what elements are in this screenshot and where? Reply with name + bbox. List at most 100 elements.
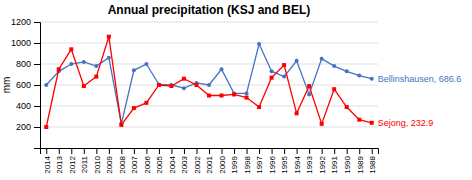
plot-area: 200 400 600 800 1000 1200 20142013 20122011 2010… xyxy=(11,17,461,173)
point xyxy=(82,84,86,88)
x-tick-mark xyxy=(222,148,223,154)
y-axis: 200 400 600 800 1000 1200 xyxy=(11,17,41,148)
x-tick-label: 2006 xyxy=(143,155,152,173)
x-tick-label: 2000 xyxy=(218,155,227,173)
grid-line xyxy=(40,127,378,128)
y-tick: 800 xyxy=(16,59,40,69)
x-tick-mark xyxy=(71,148,72,154)
y-tick-label: 800 xyxy=(16,59,31,69)
point xyxy=(370,77,374,81)
x-tick-label: 2014 xyxy=(43,155,52,173)
x-tick-label: 2002 xyxy=(193,155,202,173)
point xyxy=(82,60,86,64)
point xyxy=(357,118,361,122)
point xyxy=(245,91,249,95)
x-tick-label: 1997 xyxy=(255,155,264,173)
x-tick-mark xyxy=(347,148,348,154)
x-tick-mark xyxy=(272,148,273,154)
x-tick: 2000 xyxy=(218,148,227,174)
point xyxy=(44,83,48,87)
x-tick: 2005 xyxy=(155,148,164,174)
point xyxy=(357,74,361,78)
point xyxy=(282,75,286,79)
y-tick-label: 400 xyxy=(16,101,31,111)
x-tick-mark xyxy=(334,148,335,154)
x-tick: 2001 xyxy=(205,148,214,174)
x-tick: 1994 xyxy=(293,148,302,174)
y-tick-mark xyxy=(34,43,40,44)
chart: 200 400 600 800 1000 1200 20142013 20122011 2010… xyxy=(0,0,472,180)
point xyxy=(232,92,236,96)
point xyxy=(295,111,299,115)
point xyxy=(307,84,311,88)
point xyxy=(207,94,211,98)
x-tick-label: 1988 xyxy=(368,155,377,173)
x-tick-label: 2012 xyxy=(68,155,77,173)
x-tick: 2009 xyxy=(105,148,114,174)
x-tick-mark xyxy=(196,148,197,154)
x-tick: 2008 xyxy=(118,148,127,174)
x-tick-mark xyxy=(209,148,210,154)
point xyxy=(157,82,161,86)
x-tick: 2013 xyxy=(55,148,64,174)
x-tick-mark xyxy=(284,148,285,154)
x-tick-mark xyxy=(247,148,248,154)
point xyxy=(132,106,136,110)
x-tick: 1996 xyxy=(268,148,277,174)
x-tick: 2003 xyxy=(180,148,189,174)
x-axis: 20142013 20122011 20102009 20082007 20062005… xyxy=(41,148,379,174)
x-tick: 1995 xyxy=(280,148,289,174)
x-tick-label: 1993 xyxy=(305,155,314,173)
x-tick-label: 2008 xyxy=(118,155,127,173)
x-tick: 1993 xyxy=(305,148,314,174)
x-tick: 2007 xyxy=(130,148,139,174)
point xyxy=(320,57,324,61)
y-tick: 1000 xyxy=(11,38,40,48)
x-tick-label: 2013 xyxy=(55,155,64,173)
x-tick-mark xyxy=(96,148,97,154)
point xyxy=(69,62,73,66)
y-tick-label: 600 xyxy=(16,80,31,90)
x-tick-mark xyxy=(234,148,235,154)
series-label: Bellinshausen, 686.6 xyxy=(378,74,462,84)
point xyxy=(257,105,261,109)
y-tick-mark xyxy=(34,127,40,128)
x-tick-mark xyxy=(259,148,260,154)
x-tick-mark xyxy=(46,148,47,154)
point xyxy=(144,62,148,66)
x-tick-label: 1999 xyxy=(230,155,239,173)
x-tick-label: 1995 xyxy=(280,155,289,173)
x-tick-mark xyxy=(184,148,185,154)
x-tick-label: 1990 xyxy=(343,155,352,173)
title: Annual precipitation (KSJ and BEL) xyxy=(108,3,311,17)
x-tick-label: 1989 xyxy=(356,155,365,173)
x-tick: 2002 xyxy=(193,148,202,174)
x-tick-label: 2004 xyxy=(168,155,177,173)
point xyxy=(370,121,374,125)
point xyxy=(169,84,173,88)
point xyxy=(282,63,286,67)
x-tick-mark xyxy=(84,148,85,154)
x-tick-mark xyxy=(109,148,110,154)
x-tick-label: 2003 xyxy=(180,155,189,173)
point xyxy=(270,76,274,80)
y-tick-label: 200 xyxy=(16,122,31,132)
x-tick: 2014 xyxy=(43,148,52,174)
point xyxy=(182,86,186,90)
x-tick-mark xyxy=(121,148,122,154)
x-tick: 2004 xyxy=(168,148,177,174)
x-tick-mark xyxy=(322,148,323,154)
point xyxy=(257,42,261,46)
x-tick-label: 2010 xyxy=(93,155,102,173)
point xyxy=(220,94,224,98)
x-tick-label: 2007 xyxy=(130,155,139,173)
point xyxy=(220,67,224,71)
y-tick: 400 xyxy=(16,101,40,111)
x-tick-label: 1994 xyxy=(293,155,302,173)
series-group xyxy=(44,35,373,129)
x-tick-label: 1998 xyxy=(243,155,252,173)
y-tick-label: 1200 xyxy=(11,17,31,27)
x-tick-label: 1996 xyxy=(268,155,277,173)
x-tick-label: 2011 xyxy=(80,155,89,173)
x-tick-label: 2001 xyxy=(205,155,214,173)
